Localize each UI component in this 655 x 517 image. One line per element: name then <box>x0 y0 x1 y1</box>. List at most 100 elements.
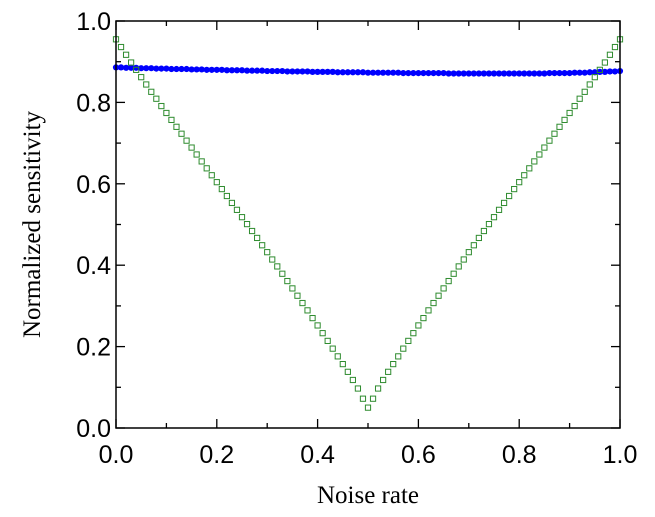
series-1-point <box>369 395 377 402</box>
series-1-point <box>576 95 583 102</box>
series-0-point <box>223 67 230 74</box>
series-0-point <box>319 68 326 75</box>
series-1-point <box>566 109 573 117</box>
series-0-point <box>274 67 281 75</box>
y-tick-label: 0.8 <box>76 89 111 117</box>
series-0-point <box>405 69 412 77</box>
series-0-point <box>243 67 251 74</box>
series-1-point <box>385 368 392 375</box>
series-1-point <box>243 220 251 228</box>
series-0-point <box>218 66 225 73</box>
series-1-point <box>485 220 493 228</box>
series-0-point <box>551 69 558 77</box>
series-1-point <box>364 404 372 411</box>
series-0-point <box>178 65 185 73</box>
series-0-point <box>364 69 372 76</box>
series-1-point <box>223 192 230 200</box>
series-0-point <box>415 69 422 77</box>
series-1-point <box>601 59 608 66</box>
series-1-point <box>460 256 467 263</box>
x-tick-label: 0.6 <box>401 441 436 469</box>
series-0-point <box>193 66 200 73</box>
series-1-point <box>163 109 170 117</box>
series-0-point <box>380 69 387 76</box>
series-1-point <box>405 337 412 345</box>
series-0-point <box>420 69 427 77</box>
series-0-point <box>188 66 195 73</box>
series-0-point <box>460 70 467 77</box>
series-1-point <box>128 59 135 66</box>
series-0-point <box>294 68 301 75</box>
series-1-point <box>541 144 548 151</box>
series-1-point <box>480 227 488 235</box>
series-1-point <box>314 322 321 329</box>
series-0-point <box>369 69 377 76</box>
series-0-point <box>506 70 513 77</box>
series-0-point <box>238 67 246 74</box>
series-0-point <box>304 68 311 75</box>
series-1-point <box>526 165 533 172</box>
series-0-point <box>591 69 598 76</box>
series-1-point <box>611 43 619 51</box>
tick-labels: 0.0 0.2 0.4 0.6 0.8 1.0 0.0 0.2 0.4 0.6 0.8 1.0 <box>76 8 637 469</box>
series-1-point <box>294 292 301 299</box>
series-1-point <box>440 285 447 292</box>
series-1-point <box>571 102 578 110</box>
series-1-point <box>269 256 276 263</box>
series-0-point <box>254 67 261 74</box>
series-0-point <box>546 69 553 77</box>
series-1-point <box>374 385 382 392</box>
x-tick-label: 0.2 <box>199 441 234 469</box>
series-0-point <box>354 69 362 76</box>
series-1-point <box>380 376 387 384</box>
x-axis-label: Noise rate <box>317 482 419 509</box>
y-tick-label: 0.2 <box>76 334 111 362</box>
series-0-point <box>541 70 548 77</box>
series-0-point <box>128 64 135 71</box>
series-0-point <box>536 70 543 77</box>
series-0-point <box>148 65 155 72</box>
series-1-point <box>143 81 150 88</box>
series-0-point <box>203 66 210 73</box>
series-0-point <box>314 68 321 75</box>
series-1-point <box>279 270 286 277</box>
series-0-point <box>309 68 316 75</box>
series-0-point <box>390 69 397 76</box>
series-1-point <box>415 322 422 329</box>
series-0-point <box>410 69 417 77</box>
series-0-point <box>500 70 508 77</box>
series-0-point <box>133 64 140 71</box>
y-tick-label: 0.6 <box>76 171 111 199</box>
series-0-point <box>576 69 583 76</box>
series-1-point <box>117 43 125 51</box>
series-0-point <box>531 70 538 77</box>
series-0-point <box>117 64 125 71</box>
series-1-point <box>430 299 437 307</box>
series-1-point <box>133 66 140 73</box>
series-1-point <box>183 137 190 144</box>
x-tick-label: 0.4 <box>300 441 335 469</box>
series-0-point <box>359 69 367 76</box>
series-1-point <box>349 376 356 384</box>
series-0-point <box>470 70 477 77</box>
series-1-point <box>324 337 331 345</box>
series-1-point <box>455 263 462 270</box>
series-0-point <box>264 67 271 75</box>
series-1-point <box>248 227 256 235</box>
series-0-point <box>480 70 488 77</box>
plot-frame <box>115 20 621 429</box>
series-0-point <box>566 69 573 77</box>
series-1-point <box>425 307 432 314</box>
series-0-point <box>521 70 528 77</box>
series-1-point <box>319 330 326 337</box>
series-0-point <box>450 70 457 77</box>
series-1-point <box>420 315 427 322</box>
series-1-point <box>259 242 266 249</box>
series-1-point <box>551 130 558 137</box>
series-1-point <box>581 88 588 95</box>
series-1-point <box>475 234 482 242</box>
series-1-point <box>546 137 553 144</box>
series-1-point <box>138 74 145 81</box>
series-0-point <box>526 70 533 77</box>
